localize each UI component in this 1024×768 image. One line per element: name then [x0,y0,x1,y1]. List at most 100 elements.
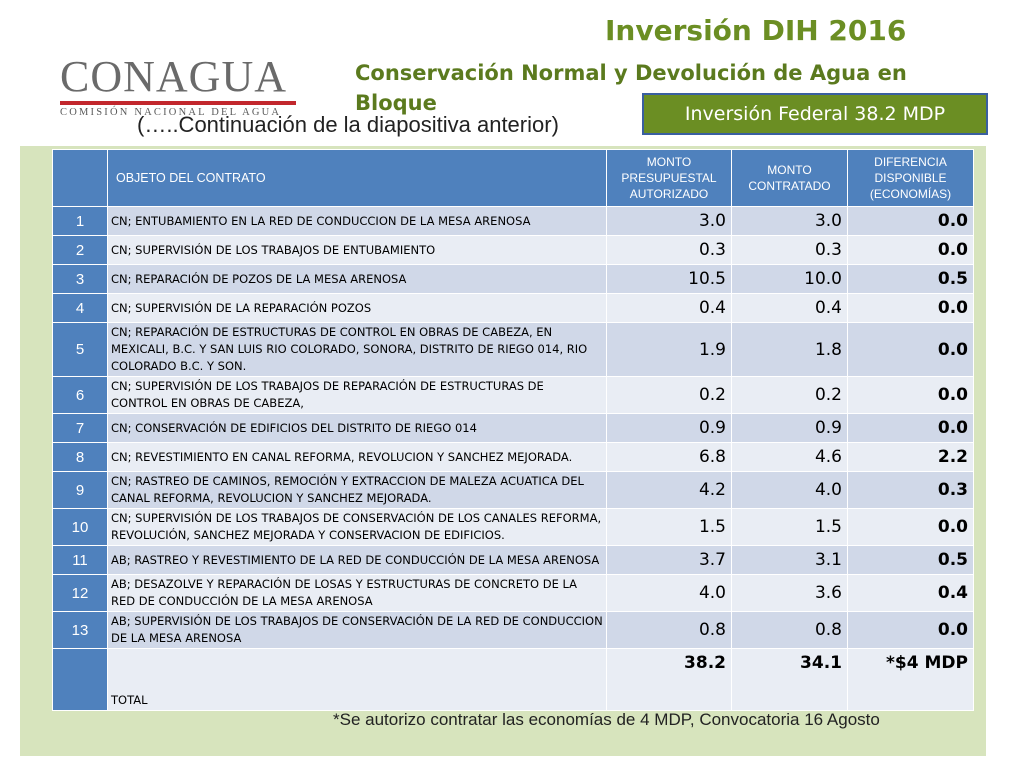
row-description: CN; REVESTIMIENTO EN CANAL REFORMA, REVO… [107,442,607,472]
row-diferencia: 0.0 [847,508,974,546]
row-description: CN; RASTREO DE CAMINOS, REMOCIÓN Y EXTRA… [107,471,607,509]
row-contratado: 0.9 [731,413,848,443]
row-diferencia: 0.0 [847,206,974,236]
row-contratado: 3.6 [731,574,848,612]
table-row: 9 CN; RASTREO DE CAMINOS, REMOCIÓN Y EXT… [52,471,974,509]
row-description: CN; ENTUBAMIENTO EN LA RED DE CONDUCCION… [107,206,607,236]
table-row: 11 AB; RASTREO Y REVESTIMIENTO DE LA RED… [52,545,974,575]
row-autorizado: 0.9 [606,413,732,443]
row-autorizado: 3.7 [606,545,732,575]
row-description: CN; REPARACIÓN DE POZOS DE LA MESA ARENO… [107,264,607,294]
row-contratado: 4.0 [731,471,848,509]
row-number: 4 [52,293,108,323]
row-number: 10 [52,508,108,546]
table-row: 13 AB; SUPERVISIÓN DE LOS TRABAJOS DE CO… [52,611,974,649]
total-number [52,648,108,711]
total-label: TOTAL [107,648,607,711]
logo-subtitle: COMISIÓN NACIONAL DEL AGUA [60,107,282,118]
row-diferencia: 0.0 [847,235,974,265]
row-description: CN; SUPERVISIÓN DE LA REPARACIÓN POZOS [107,293,607,323]
row-autorizado: 4.0 [606,574,732,612]
row-diferencia: 0.0 [847,611,974,649]
row-diferencia: 0.0 [847,413,974,443]
row-description: CN; REPARACIÓN DE ESTRUCTURAS DE CONTROL… [107,322,607,377]
logo-wordmark: CONAGUA [60,52,287,101]
header-presupuestal: MONTO PRESUPUESTAL AUTORIZADO [606,149,732,207]
table-row: 7 CN; CONSERVACIÓN DE EDIFICIOS DEL DIST… [52,413,974,443]
contracts-table: OBJETO DEL CONTRATO MONTO PRESUPUESTAL A… [52,149,974,711]
row-contratado: 0.2 [731,376,848,414]
header-contratado: MONTO CONTRATADO [731,149,848,207]
table-total-row: TOTAL 38.2 34.1 *$4 MDP [52,648,974,711]
table-row: 3 CN; REPARACIÓN DE POZOS DE LA MESA ARE… [52,264,974,294]
row-description: CN; SUPERVISIÓN DE LOS TRABAJOS DE CONSE… [107,508,607,546]
row-diferencia: 2.2 [847,442,974,472]
row-contratado: 3.0 [731,206,848,236]
row-number: 7 [52,413,108,443]
row-diferencia: 0.3 [847,471,974,509]
row-diferencia: 0.5 [847,545,974,575]
table-row: 2 CN; SUPERVISIÓN DE LOS TRABAJOS DE ENT… [52,235,974,265]
header-objeto: OBJETO DEL CONTRATO [107,149,607,207]
row-autorizado: 4.2 [606,471,732,509]
row-description: CN; SUPERVISIÓN DE LOS TRABAJOS DE REPAR… [107,376,607,414]
row-number: 2 [52,235,108,265]
row-diferencia: 0.0 [847,322,974,377]
total-autorizado: 38.2 [606,648,732,711]
row-autorizado: 0.2 [606,376,732,414]
row-contratado: 1.5 [731,508,848,546]
row-description: AB; RASTREO Y REVESTIMIENTO DE LA RED DE… [107,545,607,575]
row-number: 12 [52,574,108,612]
row-number: 6 [52,376,108,414]
row-contratado: 0.3 [731,235,848,265]
table-row: 1 CN; ENTUBAMIENTO EN LA RED DE CONDUCCI… [52,206,974,236]
row-number: 5 [52,322,108,377]
row-autorizado: 10.5 [606,264,732,294]
table-header-row: OBJETO DEL CONTRATO MONTO PRESUPUESTAL A… [52,149,974,207]
total-diferencia: *$4 MDP [847,648,974,711]
row-contratado: 0.8 [731,611,848,649]
row-number: 3 [52,264,108,294]
table-row: 5 CN; REPARACIÓN DE ESTRUCTURAS DE CONTR… [52,322,974,377]
row-diferencia: 0.5 [847,264,974,294]
row-number: 13 [52,611,108,649]
row-number: 1 [52,206,108,236]
row-autorizado: 6.8 [606,442,732,472]
table-row: 10 CN; SUPERVISIÓN DE LOS TRABAJOS DE CO… [52,508,974,546]
table-row: 12 AB; DESAZOLVE Y REPARACIÓN DE LOSAS Y… [52,574,974,612]
row-autorizado: 1.5 [606,508,732,546]
row-contratado: 1.8 [731,322,848,377]
row-diferencia: 0.0 [847,376,974,414]
table-row: 4 CN; SUPERVISIÓN DE LA REPARACIÓN POZOS… [52,293,974,323]
row-autorizado: 0.8 [606,611,732,649]
row-contratado: 4.6 [731,442,848,472]
page-title: Inversión DIH 2016 [605,14,907,47]
page-subtitle: Conservación Normal y Devolución de Agua… [355,61,907,115]
footnote: *Se autorizo contratar las economías de … [333,710,880,729]
row-description: CN; SUPERVISIÓN DE LOS TRABAJOS DE ENTUB… [107,235,607,265]
header-num [52,149,108,207]
conagua-logo: CONAGUA COMISIÓN NACIONAL DEL AGUA [60,55,300,125]
row-autorizado: 0.3 [606,235,732,265]
row-autorizado: 3.0 [606,206,732,236]
row-autorizado: 1.9 [606,322,732,377]
logo-red-bar [60,101,296,105]
row-number: 9 [52,471,108,509]
continuation-note: (…..Continuación de la diapositiva anter… [137,112,559,137]
row-contratado: 0.4 [731,293,848,323]
row-contratado: 3.1 [731,545,848,575]
row-number: 11 [52,545,108,575]
row-description: AB; SUPERVISIÓN DE LOS TRABAJOS DE CONSE… [107,611,607,649]
row-description: CN; CONSERVACIÓN DE EDIFICIOS DEL DISTRI… [107,413,607,443]
table-row: 6 CN; SUPERVISIÓN DE LOS TRABAJOS DE REP… [52,376,974,414]
header-diferencia: DIFERENCIA DISPONIBLE (ECONOMÍAS) [847,149,974,207]
row-diferencia: 0.4 [847,574,974,612]
row-description: AB; DESAZOLVE Y REPARACIÓN DE LOSAS Y ES… [107,574,607,612]
row-autorizado: 0.4 [606,293,732,323]
total-contratado: 34.1 [731,648,848,711]
investment-badge: Inversión Federal 38.2 MDP [642,93,988,135]
row-diferencia: 0.0 [847,293,974,323]
table-row: 8 CN; REVESTIMIENTO EN CANAL REFORMA, RE… [52,442,974,472]
row-contratado: 10.0 [731,264,848,294]
row-number: 8 [52,442,108,472]
